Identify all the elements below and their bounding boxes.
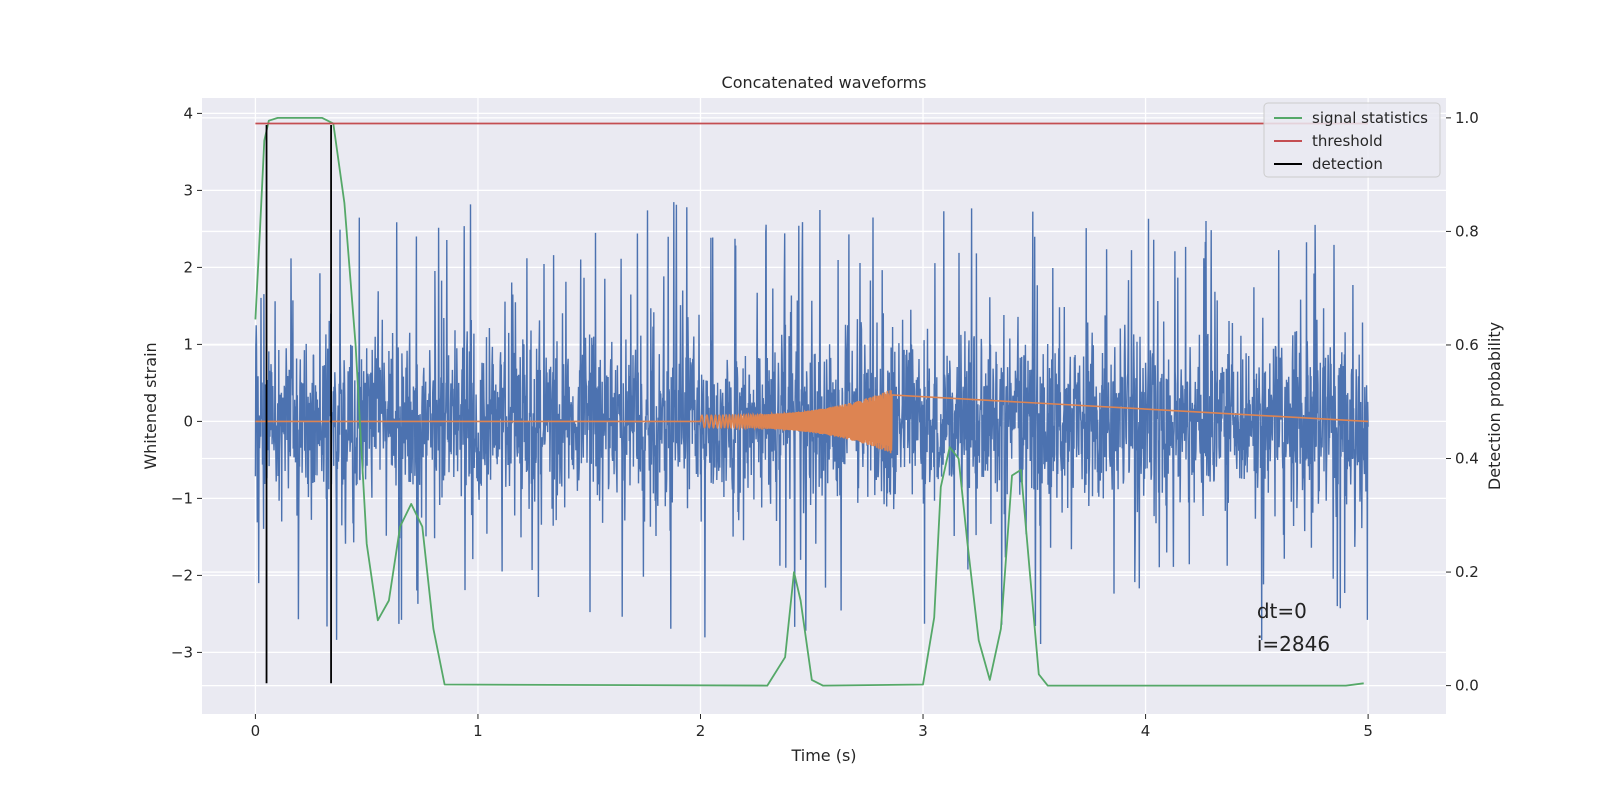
- legend-box: [1263, 102, 1441, 178]
- x-tick-label: 4: [1141, 722, 1151, 740]
- series-signal-statistics-line: [254, 117, 1364, 687]
- x-tick-label: 1: [473, 722, 483, 740]
- y-tick-label: −1: [171, 489, 193, 507]
- annotation-text: dt=0: [1257, 599, 1307, 623]
- y-right-tick-label: 0.0: [1455, 677, 1479, 695]
- y-tick-label: −3: [171, 643, 193, 661]
- annotation-text: i=2846: [1257, 632, 1330, 656]
- y-tick-label: −2: [171, 566, 193, 584]
- chart-title: Concatenated waveforms: [722, 73, 927, 92]
- y-tick-label: 0: [183, 412, 193, 430]
- y-axis-label: Whitened strain: [141, 342, 160, 469]
- series-noise: [254, 202, 1369, 645]
- legend-entry-detection: detection: [1312, 155, 1383, 173]
- x-tick-label: 0: [251, 722, 261, 740]
- y-axis-right-label: Detection probability: [1485, 322, 1504, 490]
- noise-line: [254, 202, 1369, 645]
- x-tick-label: 3: [918, 722, 928, 740]
- y-tick-label: 2: [183, 258, 193, 276]
- series-lines: [254, 117, 1369, 687]
- y-right-tick-label: 0.4: [1455, 450, 1479, 468]
- y-tick-label: 1: [183, 335, 193, 353]
- x-tick-label: 5: [1363, 722, 1373, 740]
- series-injected-signal: [255, 390, 1369, 454]
- x-axis-label: Time (s): [790, 746, 856, 765]
- y-right-tick-label: 0.2: [1455, 563, 1479, 581]
- legend-entry-signal-statistics: signal statistics: [1312, 109, 1428, 127]
- x-tick-label: 2: [696, 722, 706, 740]
- injected-signal-line: [255, 390, 1369, 454]
- y-tick-label: 3: [183, 181, 193, 199]
- tick-labels: 0 1 2 3 4 5 −3 −2 −1 0 1 2 3 4 0.0 0.2 0.4 0.6 0.8 1.0: [171, 104, 1479, 740]
- legend: signal statistics threshold detection: [1263, 102, 1441, 178]
- legend-entry-threshold: threshold: [1312, 132, 1383, 150]
- y-right-tick-label: 0.6: [1455, 336, 1479, 354]
- y-tick-label: 4: [183, 104, 193, 122]
- annotations: dt=0 i=2846: [1257, 599, 1330, 656]
- y-right-tick-label: 1.0: [1455, 109, 1479, 127]
- y-right-tick-label: 0.8: [1455, 222, 1479, 240]
